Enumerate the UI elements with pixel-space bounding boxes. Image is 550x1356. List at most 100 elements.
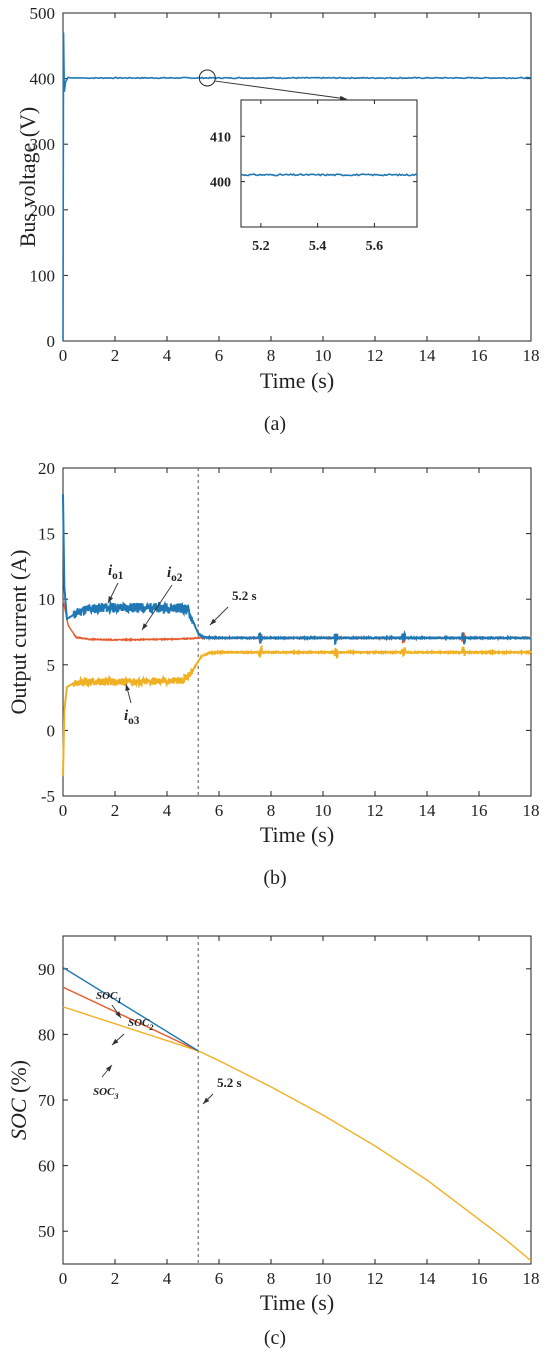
arrow-soc3-head	[105, 1065, 112, 1072]
y-tick-label: 80	[38, 1025, 55, 1044]
inset-x-tick-label: 5.6	[366, 239, 384, 254]
series-group-b	[62, 494, 532, 777]
x-tick-label: 12	[367, 1269, 384, 1288]
label-soc2-sub: 2	[148, 1023, 153, 1032]
label-io2-main: i	[167, 565, 172, 581]
label-soc1-sub: 1	[117, 996, 121, 1005]
x-tick-label: 10	[315, 346, 332, 365]
x-axis-label-b: Time (s)	[260, 822, 334, 847]
y-tick-label: 500	[30, 4, 56, 23]
y-tick-label: 10	[38, 590, 55, 609]
label-io3-main: i	[124, 708, 129, 724]
x-tick-label: 14	[419, 1269, 437, 1288]
x-ticks-b: 0 2 4 6 8 10 12 14 16 18	[59, 468, 540, 820]
label-soc3-sub: 3	[113, 1092, 118, 1101]
y-ticks-a: 0 100 200 300 400 500	[30, 4, 531, 351]
x-tick-label: 16	[471, 801, 488, 820]
label-soc3: SOC3	[93, 1086, 119, 1101]
x-tick-label: 6	[215, 1269, 224, 1288]
inset-y-ticks: 400 410	[210, 130, 417, 191]
arrow-soc2-head	[112, 1038, 119, 1045]
x-tick-label: 14	[419, 801, 437, 820]
arrow-io2-head	[142, 623, 148, 630]
x-ticks-a: 0 2 4 6 8 10 12 14 16 18	[59, 13, 540, 365]
x-tick-label: 2	[111, 1269, 120, 1288]
panel-label-b: (b)	[263, 867, 286, 889]
x-tick-label: 8	[267, 346, 276, 365]
y-axis-label-c-main: SOC	[6, 1098, 31, 1140]
y-tick-label: 70	[38, 1091, 55, 1110]
label-io1: io1	[108, 563, 124, 582]
arrow-soc1-head	[115, 1011, 121, 1018]
y-axis-label-a: Bus voltage (V)	[15, 107, 40, 248]
arrow-event-c-head	[203, 1097, 210, 1104]
y-tick-label: 400	[30, 70, 56, 89]
panel-label-a: (a)	[264, 413, 286, 435]
y-tick-label: 0	[47, 332, 56, 351]
y-tick-label: 0	[47, 721, 56, 740]
y-tick-label: 50	[38, 1222, 55, 1241]
label-io2: io2	[167, 565, 183, 584]
label-soc2: SOC2	[128, 1017, 154, 1032]
y-tick-label: -5	[41, 787, 55, 806]
x-tick-label: 8	[267, 1269, 276, 1288]
series-group-c	[62, 966, 532, 1262]
x-tick-label: 0	[59, 1269, 68, 1288]
series-line-SOC1	[62, 966, 199, 1052]
x-tick-label: 4	[163, 1269, 172, 1288]
y-tick-label: 200	[30, 201, 56, 220]
x-tick-label: 4	[163, 346, 172, 365]
x-tick-label: 6	[215, 801, 224, 820]
arrow-io2-line	[141, 584, 173, 631]
inset-x-tick-label: 5.4	[309, 239, 327, 254]
x-tick-label: 10	[315, 801, 332, 820]
series-line-io1	[62, 494, 532, 646]
arrow-io1-head	[108, 596, 114, 603]
label-soc3-main: SOC	[93, 1086, 115, 1098]
panel-label-c: (c)	[264, 1327, 286, 1349]
inset-plot-area	[240, 99, 418, 228]
y-axis-label-b: Output current (A)	[6, 550, 31, 715]
x-tick-label: 16	[471, 1269, 488, 1288]
y-tick-label: 20	[38, 459, 55, 478]
arrow-event-b-head	[210, 618, 217, 625]
inset-x-ticks: 5.2 5.4 5.6	[252, 100, 383, 254]
y-tick-label: 90	[38, 960, 55, 979]
series-line-io3	[62, 644, 532, 777]
inset-series-group	[240, 173, 418, 177]
x-tick-label: 4	[163, 801, 172, 820]
x-tick-label: 0	[59, 801, 68, 820]
x-tick-label: 2	[111, 346, 120, 365]
x-tick-label: 8	[267, 801, 276, 820]
x-tick-label: 14	[419, 346, 437, 365]
y-ticks-b: -5 0 5 10 15 20	[38, 459, 531, 806]
zoom-connector-arrowhead	[339, 95, 347, 101]
inset-zoom: 5.2 5.4 5.6 400 410	[198, 69, 418, 254]
y-tick-label: 100	[30, 266, 56, 285]
x-axis-label-c: Time (s)	[260, 1290, 334, 1315]
inset-series-line	[240, 173, 418, 177]
x-tick-label: 0	[59, 346, 68, 365]
x-tick-label: 18	[523, 1269, 540, 1288]
y-tick-label: 5	[47, 656, 56, 675]
label-io1-sub: o1	[112, 570, 124, 582]
plot-area-a	[62, 12, 532, 342]
inset-y-tick-label: 400	[210, 176, 231, 191]
x-tick-label: 18	[523, 801, 540, 820]
arrow-io3-head	[125, 684, 130, 691]
series-line-bus-voltage	[62, 32, 532, 342]
y-tick-label: 15	[38, 525, 55, 544]
x-tick-label: 6	[215, 346, 224, 365]
y-axis-label-c-unit: (%)	[6, 1060, 31, 1098]
y-axis-label-c: SOC (%)	[6, 1060, 31, 1140]
x-axis-label-a: Time (s)	[260, 368, 334, 393]
label-io1-main: i	[108, 563, 113, 579]
label-soc1-main: SOC	[96, 990, 118, 1002]
y-ticks-c: 50 60 70 80 90	[38, 960, 531, 1241]
event-label-c: 5.2 s	[217, 1075, 242, 1090]
